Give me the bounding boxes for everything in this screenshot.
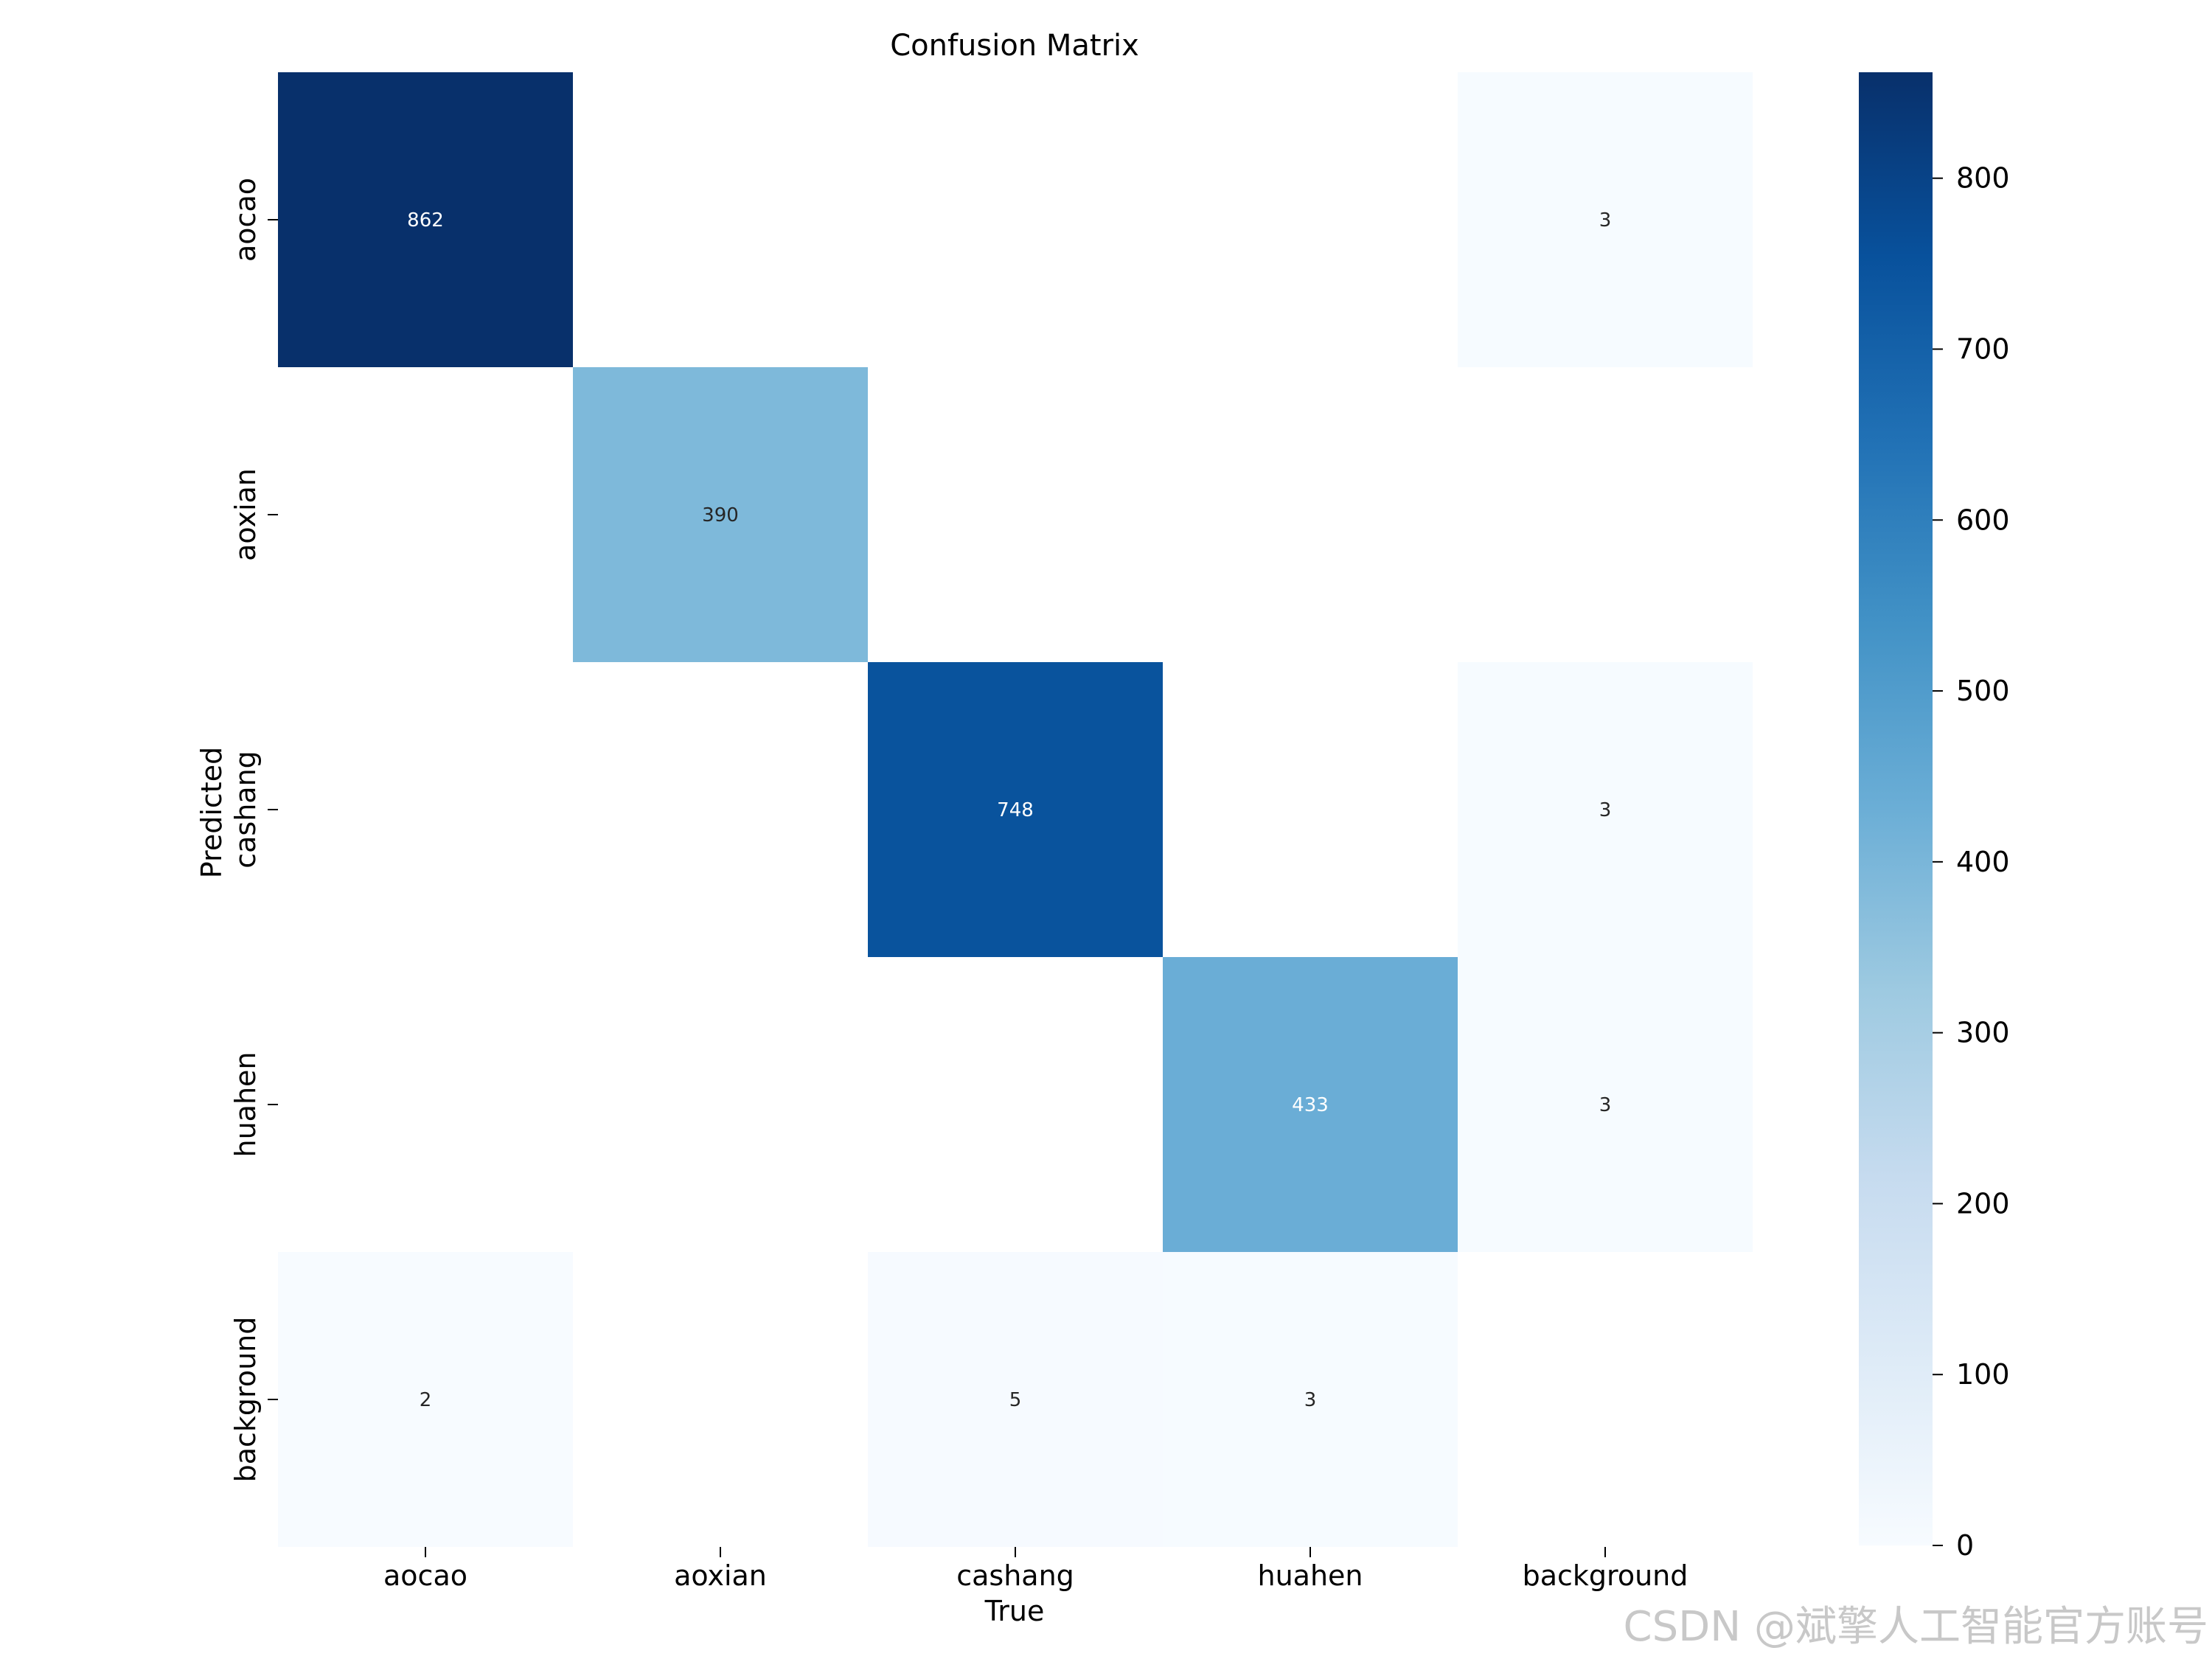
cell-value-label: 862 [407,209,444,232]
heatmap-cell [573,367,868,662]
x-tick-label: cashang [956,1559,1074,1592]
colorbar-tick-label: 200 [1956,1187,2010,1220]
y-axis-ticks: aocao aoxian cashang huahen background [229,178,278,1482]
heatmap-cell-labels: 862 3 390 748 3 433 3 2 5 3 [407,209,1611,1411]
cell-value-label: 3 [1304,1389,1317,1411]
x-tick-label: aoxian [674,1559,767,1592]
y-tick-label: aoxian [229,468,262,561]
colorbar-tick-label: 700 [1956,333,2010,365]
cell-value-label: 3 [1599,799,1612,821]
heatmap-cell [1163,1252,1458,1547]
colorbar [1859,72,1933,1545]
heatmap-cell [278,1252,573,1547]
y-tick-label: huahen [229,1051,262,1157]
colorbar-tick-label: 100 [1956,1358,2010,1391]
heatmap-cell [1163,957,1458,1252]
x-tick-label: huahen [1257,1559,1363,1592]
y-tick-label: cashang [229,751,262,869]
cell-value-label: 3 [1599,1094,1612,1116]
y-tick-label: aocao [229,178,262,262]
colorbar-tick-label: 300 [1956,1017,2010,1049]
heatmap-cell [868,1252,1163,1547]
colorbar-ticks: 0 100 200 300 400 500 600 700 800 [1933,162,2010,1562]
watermark-text: CSDN @斌擎人工智能官方账号 [1624,1603,2208,1651]
chart-title: Confusion Matrix [890,29,1139,63]
x-tick-label: aocao [383,1559,467,1592]
heatmap-cell [1458,662,1753,957]
colorbar-tick-label: 400 [1956,846,2010,878]
y-axis-label: Predicted [195,747,228,878]
cell-value-label: 433 [1292,1094,1329,1116]
heatmap-cell [1458,72,1753,367]
x-axis-label: True [984,1595,1045,1627]
x-axis-ticks: aocao aoxian cashang huahen background [383,1547,1688,1592]
heatmap-cell [868,662,1163,957]
cell-value-label: 3 [1599,209,1612,232]
heatmap-cell [1458,957,1753,1252]
heatmap-cell [278,72,573,367]
colorbar-tick-label: 600 [1956,504,2010,536]
colorbar-tick-label: 500 [1956,675,2010,707]
heatmap-cells [278,72,1753,1547]
colorbar-tick-label: 0 [1956,1529,1974,1562]
y-tick-label: background [229,1317,262,1483]
cell-value-label: 5 [1009,1389,1022,1411]
cell-value-label: 390 [702,504,739,526]
x-tick-label: background [1523,1559,1688,1592]
cell-value-label: 2 [420,1389,432,1411]
cell-value-label: 748 [997,799,1034,821]
colorbar-tick-label: 800 [1956,162,2010,195]
